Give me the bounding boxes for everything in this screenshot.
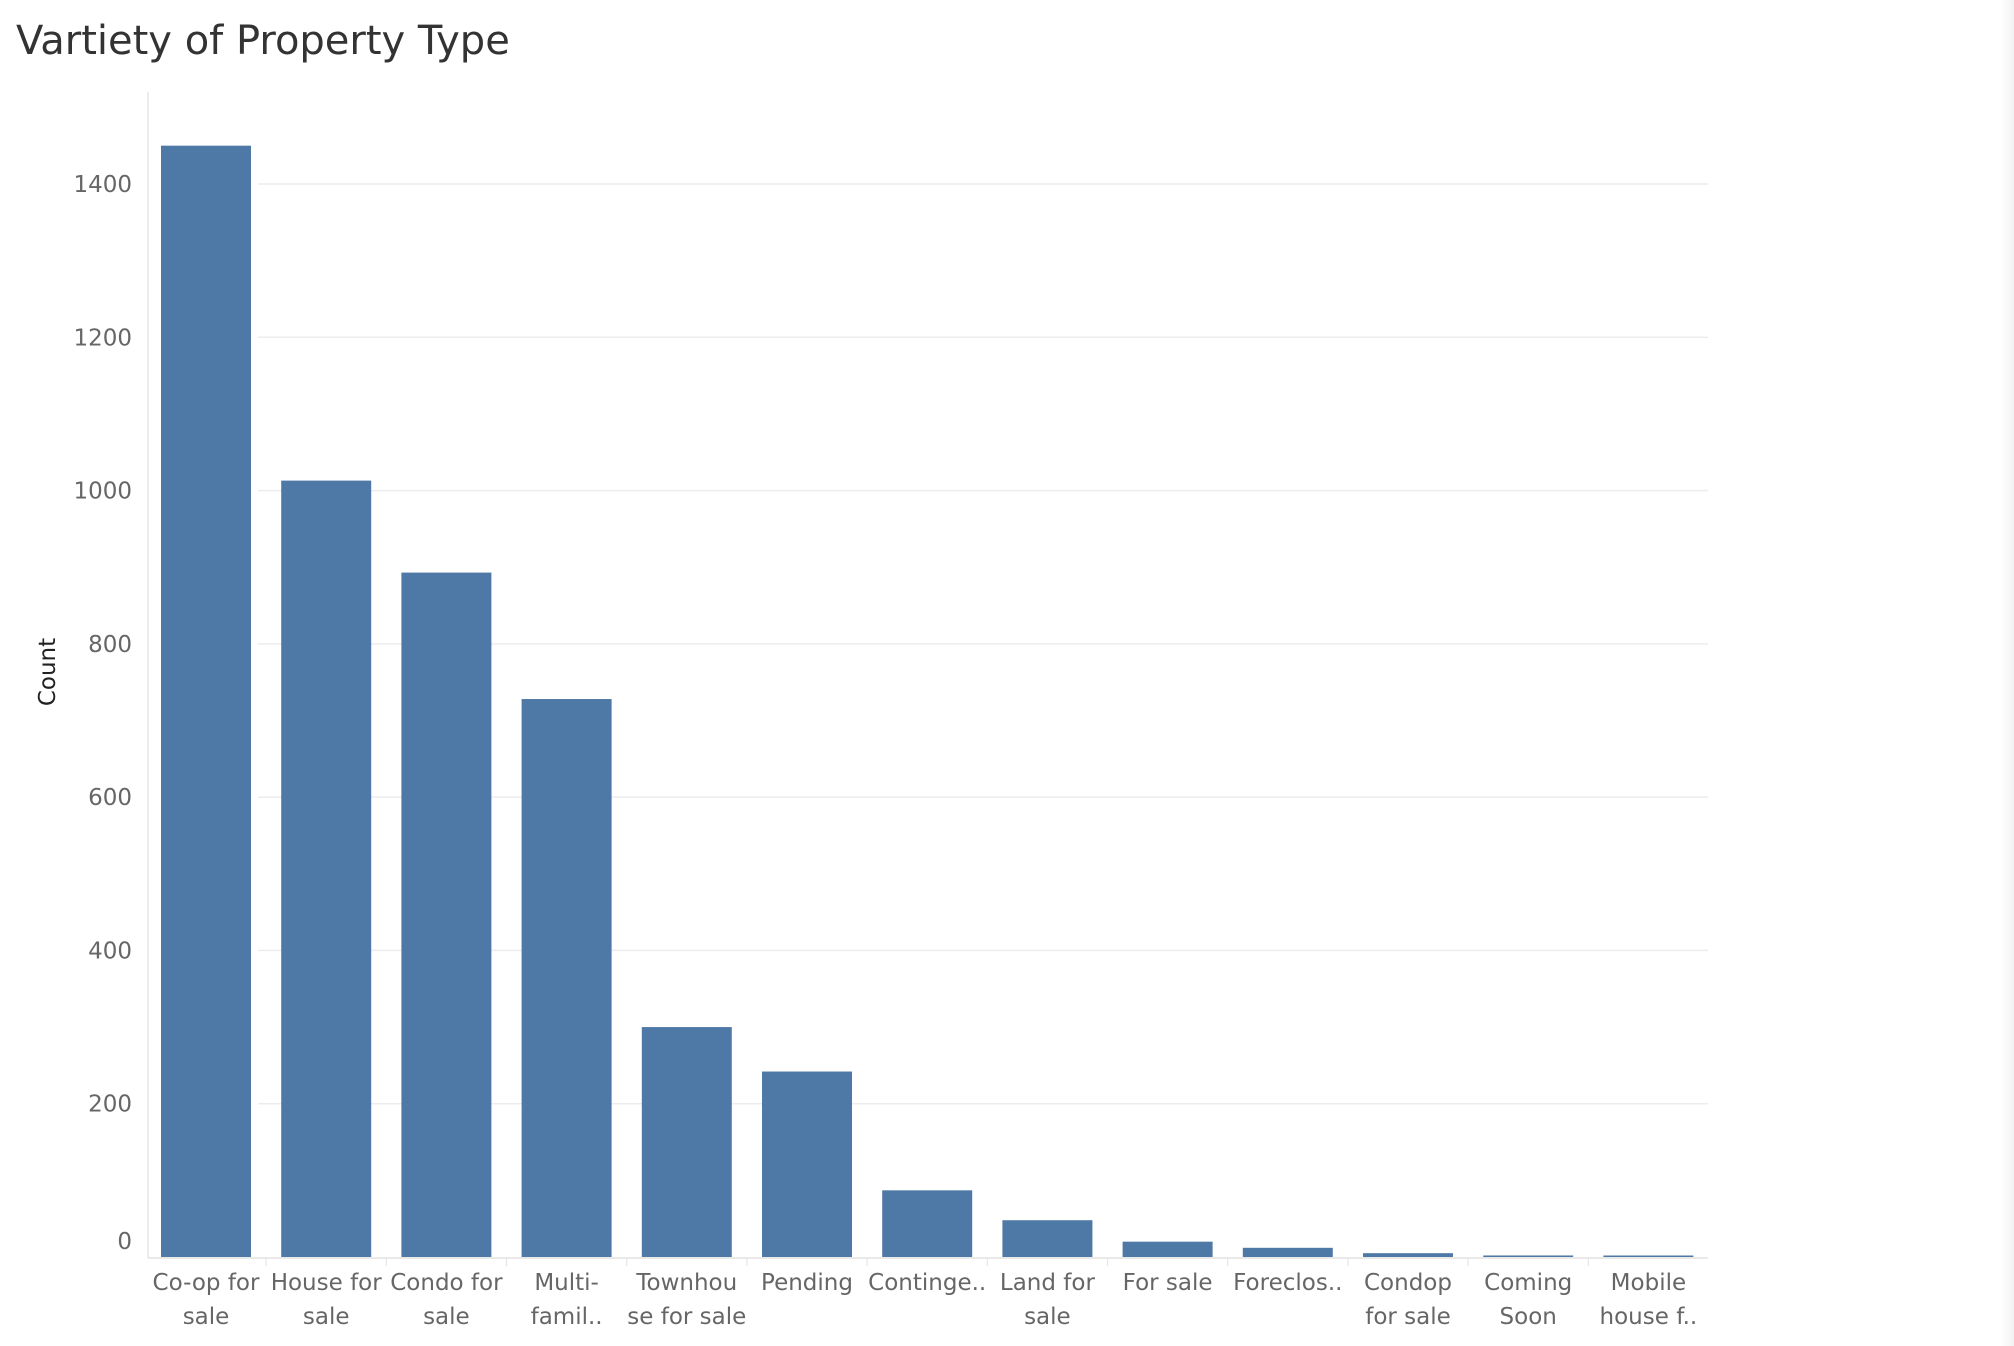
- x-tick-label: For sale: [1123, 1270, 1213, 1296]
- y-tick-label: 0: [117, 1229, 132, 1255]
- y-axis-label: Count: [35, 638, 61, 706]
- x-tick-label: sale: [423, 1304, 470, 1330]
- x-tick-label: sale: [303, 1304, 350, 1330]
- bar[interactable]: [1242, 1247, 1333, 1257]
- x-tick-label: Multi-: [534, 1270, 599, 1296]
- x-tick-label: Continge..: [868, 1270, 986, 1296]
- x-tick-label: for sale: [1365, 1304, 1451, 1330]
- bar[interactable]: [882, 1190, 973, 1257]
- x-tick-label: famil..: [531, 1304, 603, 1330]
- bar[interactable]: [1483, 1255, 1574, 1257]
- bar[interactable]: [1603, 1255, 1694, 1258]
- bar[interactable]: [281, 480, 372, 1257]
- x-tick-label: Mobile: [1611, 1270, 1686, 1296]
- x-tick-label: Townhou: [635, 1270, 737, 1296]
- y-tick-label: 1400: [73, 172, 132, 198]
- y-tick-label: 400: [88, 938, 132, 964]
- x-tick-label: Coming: [1484, 1270, 1572, 1296]
- x-tick-label: Co-op for: [153, 1270, 260, 1296]
- x-tick-label: Soon: [1500, 1304, 1557, 1330]
- bar[interactable]: [1002, 1220, 1093, 1257]
- y-tick-label: 1200: [73, 325, 132, 351]
- x-tick-label: house f..: [1600, 1304, 1698, 1330]
- x-tick-label: Pending: [761, 1270, 853, 1296]
- bar[interactable]: [1363, 1253, 1453, 1257]
- bar[interactable]: [521, 699, 612, 1257]
- x-tick-label: Foreclos..: [1233, 1270, 1342, 1296]
- bars: [161, 145, 1694, 1258]
- window-edge: [2000, 0, 2014, 1346]
- bar[interactable]: [161, 145, 251, 1257]
- y-tick-label: 600: [88, 785, 132, 811]
- chart-title: Vartiety of Property Type: [16, 18, 510, 64]
- x-tick-label: sale: [183, 1304, 230, 1330]
- bar[interactable]: [762, 1071, 852, 1257]
- x-tick-label: Land for: [1000, 1270, 1096, 1296]
- x-tick-label: Condop: [1364, 1270, 1452, 1296]
- x-tick-label: sale: [1024, 1304, 1071, 1330]
- y-tick-labels: 0 200 400 600 800 1000 1200 1400: [73, 172, 132, 1255]
- axes: [147, 92, 1708, 1266]
- y-tick-label: 800: [88, 632, 132, 658]
- x-tick-label: House for: [271, 1270, 383, 1296]
- x-tick-label: se for sale: [627, 1304, 746, 1330]
- x-tick-labels: Co-op for sale House for sale Condo for sale M…: [153, 1270, 1698, 1330]
- bar[interactable]: [641, 1027, 732, 1257]
- bar[interactable]: [401, 572, 492, 1257]
- bar[interactable]: [1122, 1241, 1213, 1257]
- gridlines: [258, 183, 1708, 1105]
- y-tick-label: 200: [88, 1092, 132, 1118]
- x-tick-label: Condo for: [390, 1270, 503, 1296]
- y-tick-label: 1000: [73, 479, 132, 505]
